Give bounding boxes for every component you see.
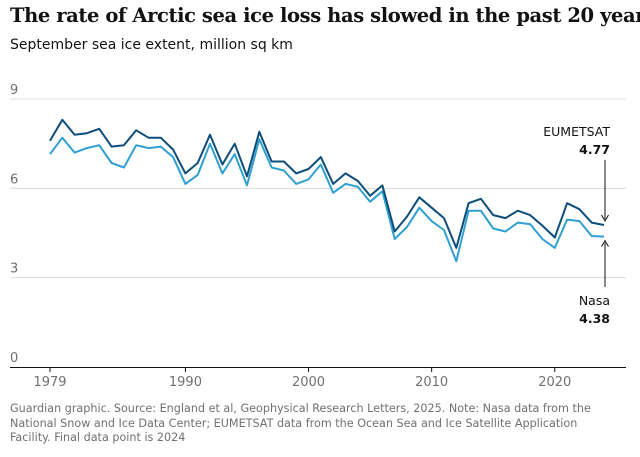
x-axis: 1979 1990 2000 2010 2020 <box>10 367 626 390</box>
nasa-value: 4.38 <box>579 311 610 326</box>
line-chart: 0 3 6 9 1979 1990 2000 2010 2020 EUMETSAT 4.77 Na… <box>10 83 626 390</box>
eumetsat-arrowhead <box>601 214 609 222</box>
x-tick-label-2000: 2000 <box>292 375 325 390</box>
chart-title: The rate of Arctic sea ice loss has slow… <box>10 4 640 27</box>
x-tick-label-1990: 1990 <box>169 375 202 390</box>
series-lines <box>49 118 605 263</box>
source-caption: Guardian graphic. Source: England et al,… <box>10 402 591 444</box>
y-tick-label-9: 9 <box>10 83 18 98</box>
y-tick-label-0: 0 <box>10 351 18 366</box>
x-tick-label-2010: 2010 <box>415 375 448 390</box>
gridlines <box>10 98 626 279</box>
x-tick-label-2020: 2020 <box>538 375 571 390</box>
chart-subtitle: September sea ice extent, million sq km <box>10 37 293 53</box>
y-tick-label-3: 3 <box>10 262 18 277</box>
eumetsat-value: 4.77 <box>579 142 610 157</box>
x-tick-label-1979: 1979 <box>33 375 66 390</box>
eumetsat-label: EUMETSAT <box>543 124 610 139</box>
y-axis-ticks: 0 3 6 9 <box>10 83 18 366</box>
y-tick-label-6: 6 <box>10 172 18 187</box>
series-line-eumetsat <box>49 118 605 249</box>
end-labels: EUMETSAT 4.77 Nasa 4.38 <box>543 124 610 326</box>
nasa-label: Nasa <box>579 293 610 308</box>
nasa-arrowhead <box>601 239 609 247</box>
series-line-nasa <box>49 136 605 263</box>
